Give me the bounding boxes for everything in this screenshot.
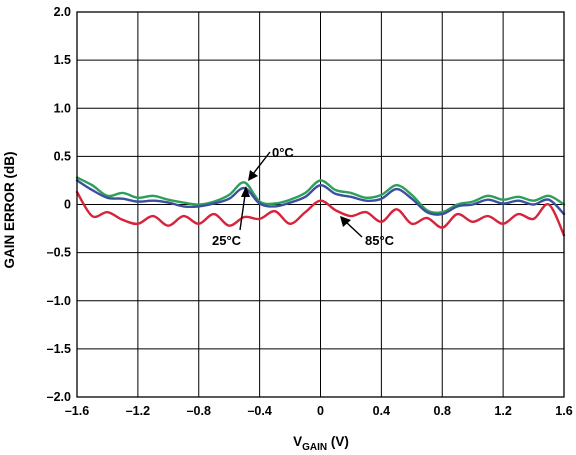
annotation-25c: 25°C: [212, 233, 242, 248]
annotation-85c: 85°C: [365, 233, 395, 248]
series-line-0°C: [75, 176, 566, 215]
series-annotations: 0°C 25°C 85°C: [212, 145, 395, 248]
y-tick-label: –2.0: [47, 390, 71, 404]
plot-frame: [76, 11, 565, 398]
annotation-25c-arrowhead: [241, 186, 250, 197]
data-series: [75, 176, 566, 237]
y-axis-title: GAIN ERROR (dB): [2, 152, 17, 269]
y-tick-label: 2.0: [54, 5, 71, 19]
x-tick-label: –1.2: [126, 404, 150, 418]
x-axis-title: VGAIN (V): [293, 434, 349, 453]
x-tick-label: 1.2: [494, 404, 511, 418]
y-tick-label: –0.5: [47, 246, 71, 260]
annotation-0c-arrow-line: [252, 151, 271, 175]
x-tick-label: 0.4: [373, 404, 390, 418]
annotation-85c-arrow-line: [345, 221, 363, 238]
x-tick-label: –0.4: [247, 404, 271, 418]
annotation-85c-arrowhead: [340, 216, 351, 227]
y-axis-tick-labels: 2.0 1.5 1.0 0.5 0 –0.5 –1.0 –1.5 –2.0: [47, 5, 71, 404]
y-tick-label: –1.5: [47, 342, 71, 356]
x-axis-title-unit: (V): [327, 434, 349, 449]
y-tick-label: 1.5: [54, 53, 71, 67]
x-axis-title-subscript: GAIN: [302, 442, 327, 453]
x-tick-label: 0.8: [434, 404, 451, 418]
series-line-85°C: [75, 190, 566, 237]
x-axis-tick-labels: –1.6 –1.2 –0.8 –0.4 0 0.4 0.8 1.2 1.6: [65, 404, 573, 418]
grid-lines: [76, 11, 565, 398]
annotation-25c-arrow-line: [239, 194, 246, 231]
x-axis-title-main: V: [293, 434, 302, 449]
x-tick-label: 0: [317, 404, 324, 418]
series-line-25°C: [75, 179, 566, 216]
x-tick-label: –1.6: [65, 404, 89, 418]
x-tick-label: –0.8: [187, 404, 211, 418]
x-tick-label: 1.6: [555, 404, 572, 418]
annotation-0c: 0°C: [272, 145, 294, 160]
y-tick-label: 0: [64, 198, 71, 212]
annotation-0c-arrowhead: [248, 170, 258, 181]
y-tick-label: –1.0: [47, 294, 71, 308]
y-tick-label: 0.5: [54, 149, 71, 163]
y-tick-label: 1.0: [54, 101, 71, 115]
